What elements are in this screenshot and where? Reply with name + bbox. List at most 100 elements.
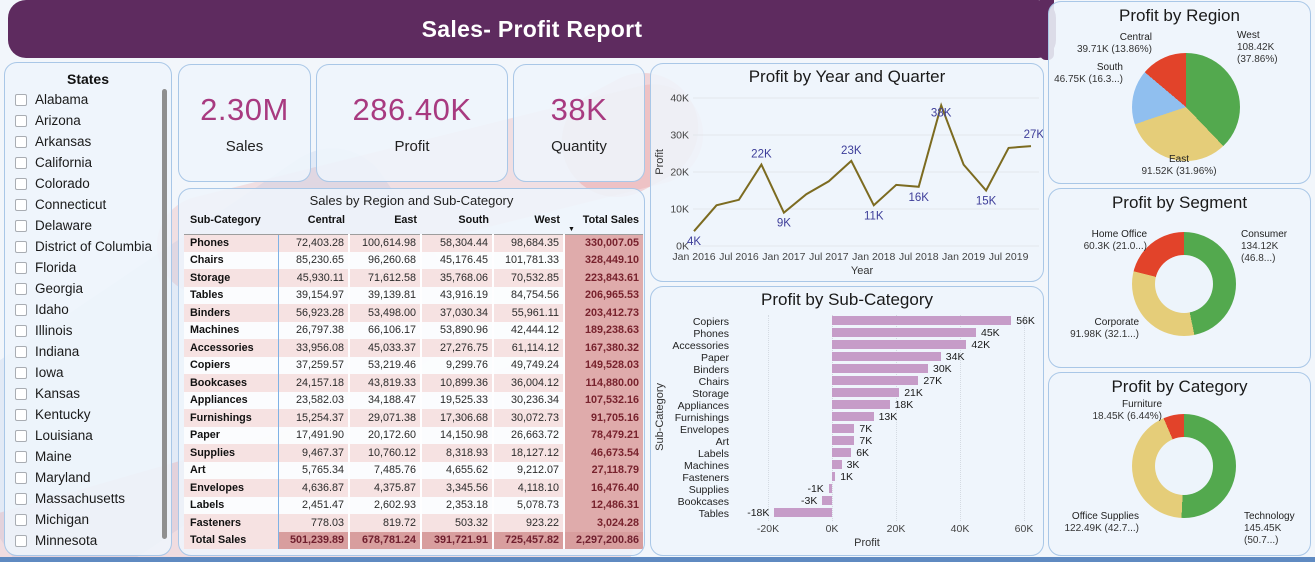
matrix-cell[interactable]: 10,760.12 xyxy=(349,444,422,462)
bar-appliances[interactable] xyxy=(832,400,890,409)
state-list-item[interactable]: Kentucky xyxy=(15,404,155,425)
matrix-row-label[interactable]: Art xyxy=(184,461,279,479)
line-chart-plot[interactable]: 0K 10K 20K 30K 40K Jan 2016 Jul 2016 Jan 2017 Ju… xyxy=(651,64,1044,282)
state-list-item[interactable]: Maryland xyxy=(15,467,155,488)
bar-machines[interactable] xyxy=(832,460,842,469)
kpi-card-profit[interactable]: 286.40K Profit xyxy=(316,64,508,182)
kpi-card-quantity[interactable]: 38K Quantity xyxy=(513,64,645,182)
matrix-column-header[interactable]: South xyxy=(421,210,493,235)
state-list-item[interactable]: District of Columbia xyxy=(15,236,155,257)
state-list-item[interactable]: Arkansas xyxy=(15,131,155,152)
state-list-item[interactable]: Connecticut xyxy=(15,194,155,215)
matrix-cell[interactable]: 203,412.73 xyxy=(564,304,643,322)
matrix-cell[interactable]: 107,532.16 xyxy=(564,391,643,409)
matrix-cell[interactable]: 391,721.91 xyxy=(421,531,494,549)
state-list-item[interactable]: Illinois xyxy=(15,320,155,341)
bar-tables[interactable] xyxy=(774,508,832,517)
state-list-item[interactable]: Colorado xyxy=(15,173,155,194)
matrix-cell[interactable]: 2,353.18 xyxy=(421,496,494,514)
state-list-item[interactable]: Alabama xyxy=(15,89,155,110)
matrix-row[interactable]: Paper 17,491.90 20,172.60 14,150.98 26,663.7… xyxy=(184,426,643,444)
matrix-cell[interactable]: 56,923.28 xyxy=(278,304,350,322)
state-list-item[interactable]: Michigan xyxy=(15,509,155,530)
matrix-row-label[interactable]: Fasteners xyxy=(184,514,279,532)
matrix-cell[interactable]: 2,297,200.86 xyxy=(564,531,643,549)
state-checkbox[interactable] xyxy=(15,366,27,379)
state-checkbox[interactable] xyxy=(15,492,27,505)
matrix-cell[interactable]: 84,754.56 xyxy=(493,286,565,304)
state-checkbox[interactable] xyxy=(15,156,27,169)
matrix-cell[interactable]: 53,498.00 xyxy=(349,304,422,322)
matrix-cell[interactable]: 330,007.05 xyxy=(564,234,643,252)
matrix-cell[interactable]: 39,154.97 xyxy=(278,286,350,304)
matrix-row[interactable]: Storage 45,930.11 71,612.58 35,768.06 70,532… xyxy=(184,269,643,287)
state-checkbox[interactable] xyxy=(15,114,27,127)
matrix-cell[interactable]: 71,612.58 xyxy=(349,269,422,287)
state-checkbox[interactable] xyxy=(15,556,27,557)
matrix-cell[interactable]: 18,127.12 xyxy=(493,444,565,462)
matrix-row-label[interactable]: Bookcases xyxy=(184,374,279,392)
bar-chairs[interactable] xyxy=(832,376,919,385)
matrix-cell[interactable]: 778.03 xyxy=(278,514,350,532)
matrix-cell[interactable]: 37,030.34 xyxy=(421,304,494,322)
bar-supplies[interactable] xyxy=(828,484,832,493)
matrix-row[interactable]: Bookcases 24,157.18 43,819.33 10,899.36 36,0… xyxy=(184,374,643,392)
bar-bookcases[interactable] xyxy=(822,496,832,505)
matrix-row[interactable]: Phones 72,403.28 100,614.98 58,304.44 98,684… xyxy=(184,234,643,252)
matrix-cell[interactable]: 8,318.93 xyxy=(421,444,494,462)
matrix-cell[interactable]: 53,219.46 xyxy=(349,356,422,374)
state-checkbox[interactable] xyxy=(15,240,27,253)
bar-binders[interactable] xyxy=(832,364,928,373)
matrix-cell[interactable]: 503.32 xyxy=(421,514,494,532)
matrix-cell[interactable]: 27,276.75 xyxy=(421,339,494,357)
matrix-cell[interactable]: 35,768.06 xyxy=(421,269,494,287)
bar-art[interactable] xyxy=(832,436,855,445)
matrix-row[interactable]: Supplies 9,467.37 10,760.12 8,318.93 18,127.… xyxy=(184,444,643,462)
matrix-cell[interactable]: 72,403.28 xyxy=(278,234,350,252)
matrix-cell[interactable]: 4,375.87 xyxy=(349,479,422,497)
bar-accessories[interactable] xyxy=(832,340,967,349)
state-list-item[interactable]: Minnesota xyxy=(15,530,155,551)
matrix-cell[interactable]: 70,532.85 xyxy=(493,269,565,287)
matrix-cell[interactable]: 46,673.54 xyxy=(564,444,643,462)
state-list-item[interactable]: Arizona xyxy=(15,110,155,131)
matrix-cell[interactable]: 17,491.90 xyxy=(278,426,350,444)
matrix-row-label[interactable]: Phones xyxy=(184,234,279,252)
region-pie-chart[interactable] xyxy=(1132,53,1240,161)
matrix-cell[interactable]: 29,071.38 xyxy=(349,409,422,427)
matrix-cell[interactable]: 17,306.68 xyxy=(421,409,494,427)
state-checkbox[interactable] xyxy=(15,261,27,274)
matrix-row[interactable]: Chairs 85,230.65 96,260.68 45,176.45 101,781… xyxy=(184,251,643,269)
matrix-cell[interactable]: 167,380.32 xyxy=(564,339,643,357)
matrix-cell[interactable]: 23,582.03 xyxy=(278,391,350,409)
matrix-row[interactable]: Furnishings 15,254.37 29,071.38 17,306.68 30… xyxy=(184,409,643,427)
state-list-item[interactable]: California xyxy=(15,152,155,173)
matrix-cell[interactable]: 923.22 xyxy=(493,514,565,532)
matrix-cell[interactable]: 91,705.16 xyxy=(564,409,643,427)
matrix-row-label[interactable]: Supplies xyxy=(184,444,279,462)
sales-matrix-table[interactable]: Sub-Category Central East South West Total Sa… xyxy=(184,210,643,549)
state-list-item[interactable]: Delaware xyxy=(15,215,155,236)
matrix-row[interactable]: Binders 56,923.28 53,498.00 37,030.34 55,961… xyxy=(184,304,643,322)
matrix-row[interactable]: Machines 26,797.38 66,106.17 53,890.96 42,44… xyxy=(184,321,643,339)
matrix-cell[interactable]: 12,486.31 xyxy=(564,496,643,514)
matrix-cell[interactable]: 19,525.33 xyxy=(421,391,494,409)
matrix-cell[interactable]: 223,843.61 xyxy=(564,269,643,287)
matrix-cell[interactable]: 27,118.79 xyxy=(564,461,643,479)
state-checkbox[interactable] xyxy=(15,387,27,400)
matrix-column-header[interactable]: Sub-Category xyxy=(184,210,278,235)
matrix-row[interactable]: Copiers 37,259.57 53,219.46 9,299.76 49,749.… xyxy=(184,356,643,374)
matrix-cell[interactable]: 43,819.33 xyxy=(349,374,422,392)
state-list-item[interactable]: Maine xyxy=(15,446,155,467)
matrix-row[interactable]: Tables 39,154.97 39,139.81 43,916.19 84,754.… xyxy=(184,286,643,304)
state-checkbox[interactable] xyxy=(15,534,27,547)
matrix-cell[interactable]: 4,118.10 xyxy=(493,479,565,497)
matrix-cell[interactable]: 30,236.34 xyxy=(493,391,565,409)
matrix-cell[interactable]: 98,684.35 xyxy=(493,234,565,252)
matrix-cell[interactable]: 33,956.08 xyxy=(278,339,350,357)
matrix-cell[interactable]: 149,528.03 xyxy=(564,356,643,374)
state-checkbox[interactable] xyxy=(15,219,27,232)
matrix-cell[interactable]: 9,299.76 xyxy=(421,356,494,374)
state-checkbox[interactable] xyxy=(15,198,27,211)
matrix-cell[interactable]: 501,239.89 xyxy=(278,531,350,549)
